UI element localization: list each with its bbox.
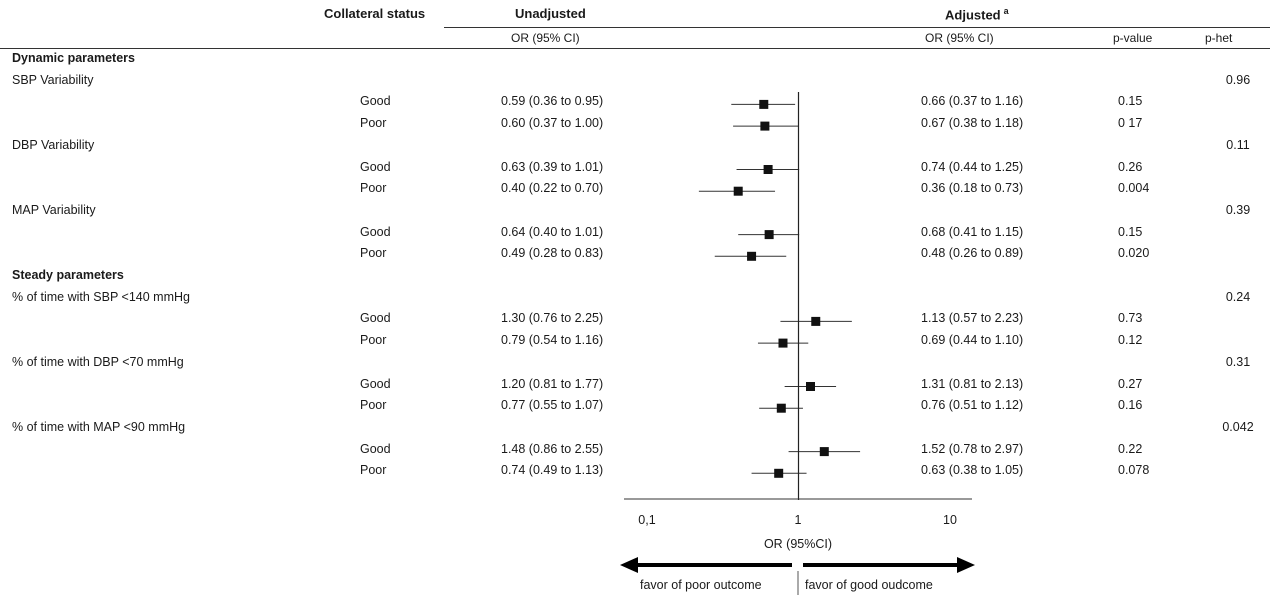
p-value: 0.26 xyxy=(1118,159,1143,174)
collateral-status-value: Poor xyxy=(360,463,387,478)
parameter-label: SBP Variability xyxy=(12,72,94,87)
adjusted-or-ci: 0.74 (0.44 to 1.25) xyxy=(921,159,1024,174)
adjusted-or-ci: 0.68 (0.41 to 1.15) xyxy=(921,224,1024,239)
p-value: 0.078 xyxy=(1118,463,1150,478)
p-het-header: p-het xyxy=(1205,31,1233,45)
header-rule-bottom xyxy=(0,48,1270,49)
p-value: 0.73 xyxy=(1118,311,1143,326)
favor-good-label: favor of good oudcome xyxy=(805,578,933,592)
parameter-label: % of time with SBP <140 mmHg xyxy=(12,289,190,304)
adjusted-or-ci: 0.48 (0.26 to 0.89) xyxy=(921,246,1024,261)
collateral-status-value: Good xyxy=(360,441,391,456)
adjusted-header: Adjusted a xyxy=(945,6,1009,22)
adjusted-or-ci: 0.66 (0.37 to 1.16) xyxy=(921,94,1024,109)
point-estimate-marker xyxy=(819,447,829,457)
p-value: 0.22 xyxy=(1118,441,1143,456)
unadjusted-or-ci: 0.63 (0.39 to 1.01) xyxy=(501,159,604,174)
point-estimate-marker xyxy=(811,316,821,326)
collateral-status-value: Poor xyxy=(360,398,387,413)
p-value: 0.16 xyxy=(1118,398,1143,413)
parameter-label: MAP Variability xyxy=(12,202,96,217)
p-value: 0.27 xyxy=(1118,376,1143,391)
tick-label: 0,1 xyxy=(638,513,656,527)
p-het-value: 0.39 xyxy=(1225,202,1251,217)
p-het-value: 0.11 xyxy=(1226,137,1250,152)
point-estimate-marker xyxy=(774,468,784,478)
collateral-status-value: Good xyxy=(360,224,391,239)
unadjusted-header: Unadjusted xyxy=(515,6,586,21)
adjusted-or-ci: 1.52 (0.78 to 2.97) xyxy=(921,441,1024,456)
collateral-status-value: Poor xyxy=(360,116,387,131)
collateral-status-header: Collateral status xyxy=(324,6,426,21)
adjusted-or-ci: 0.76 (0.51 to 1.12) xyxy=(921,398,1024,413)
unadjusted-or-ci: 1.48 (0.86 to 2.55) xyxy=(501,441,604,456)
unadjusted-or-ci: 0.77 (0.55 to 1.07) xyxy=(501,398,604,413)
p-value: 0.12 xyxy=(1118,333,1143,348)
p-value-header: p-value xyxy=(1113,31,1153,45)
unadjusted-or-ci: 1.20 (0.81 to 1.77) xyxy=(501,376,604,391)
adjusted-or-ci: 0.63 (0.38 to 1.05) xyxy=(921,463,1024,478)
unadjusted-or-ci: 0.49 (0.28 to 0.83) xyxy=(501,246,604,261)
favor-poor-arrowhead xyxy=(620,557,638,573)
unadjusted-or-ci: 0.59 (0.36 to 0.95) xyxy=(501,94,604,109)
p-het-value: 0.31 xyxy=(1225,354,1251,369)
favor-poor-label: favor of poor outcome xyxy=(640,578,762,592)
p-het-value: 0.96 xyxy=(1225,72,1251,87)
adjusted-or-ci: 0.69 (0.44 to 1.10) xyxy=(921,333,1024,348)
point-estimate-marker xyxy=(733,186,743,196)
adjusted-or-ci: 0.36 (0.18 to 0.73) xyxy=(921,181,1024,196)
point-estimate-marker xyxy=(776,403,786,413)
parameter-label: DBP Variability xyxy=(12,137,95,152)
p-value: 0 17 xyxy=(1118,116,1143,131)
or-ci-unadjusted-header: OR (95% CI) xyxy=(511,31,580,45)
section-heading: Dynamic parameters xyxy=(12,51,135,65)
point-estimate-marker xyxy=(805,382,815,391)
unadjusted-or-ci: 0.79 (0.54 to 1.16) xyxy=(501,333,604,348)
collateral-status-value: Poor xyxy=(360,181,387,196)
unadjusted-or-ci: 0.64 (0.40 to 1.01) xyxy=(501,224,604,239)
p-value: 0.004 xyxy=(1118,181,1150,196)
point-estimate-marker xyxy=(764,230,774,240)
section-heading: Steady parameters xyxy=(12,268,124,282)
p-value: 0.15 xyxy=(1118,94,1143,109)
collateral-status-value: Poor xyxy=(360,333,387,348)
parameter-label: % of time with DBP <70 mmHg xyxy=(12,354,184,369)
parameter-label: % of time with MAP <90 mmHg xyxy=(12,419,186,434)
p-value: 0.15 xyxy=(1118,224,1143,239)
point-estimate-marker xyxy=(760,121,770,131)
collateral-status-value: Poor xyxy=(360,246,387,261)
adjusted-or-ci: 1.13 (0.57 to 2.23) xyxy=(921,311,1024,326)
adjusted-footnote-marker: a xyxy=(1003,6,1009,16)
header-rule-top xyxy=(444,27,1270,28)
p-het-value: 0.042 xyxy=(1222,419,1254,434)
collateral-status-value: Good xyxy=(360,311,391,326)
collateral-status-value: Good xyxy=(360,159,391,174)
tick-label: 10 xyxy=(943,513,957,527)
point-estimate-marker xyxy=(759,99,769,109)
collateral-status-value: Good xyxy=(360,376,391,391)
unadjusted-or-ci: 0.74 (0.49 to 1.13) xyxy=(501,463,604,478)
collateral-status-value: Good xyxy=(360,94,391,109)
point-estimate-marker xyxy=(763,165,773,174)
or-ci-adjusted-header: OR (95% CI) xyxy=(925,31,994,45)
unadjusted-or-ci: 1.30 (0.76 to 2.25) xyxy=(501,311,604,326)
point-estimate-marker xyxy=(778,338,788,348)
adjusted-header-label: Adjusted xyxy=(945,7,1001,23)
unadjusted-or-ci: 0.60 (0.37 to 1.00) xyxy=(501,116,604,131)
tick-label: 1 xyxy=(794,513,802,527)
favor-good-arrowhead xyxy=(957,557,975,573)
p-value: 0.020 xyxy=(1118,246,1150,261)
unadjusted-or-ci: 0.40 (0.22 to 0.70) xyxy=(501,181,604,196)
p-het-value: 0.24 xyxy=(1225,289,1251,304)
point-estimate-marker xyxy=(747,251,757,261)
adjusted-or-ci: 0.67 (0.38 to 1.18) xyxy=(921,116,1024,131)
x-axis-label: OR (95%CI) xyxy=(763,537,833,551)
adjusted-or-ci: 1.31 (0.81 to 2.13) xyxy=(921,376,1024,391)
